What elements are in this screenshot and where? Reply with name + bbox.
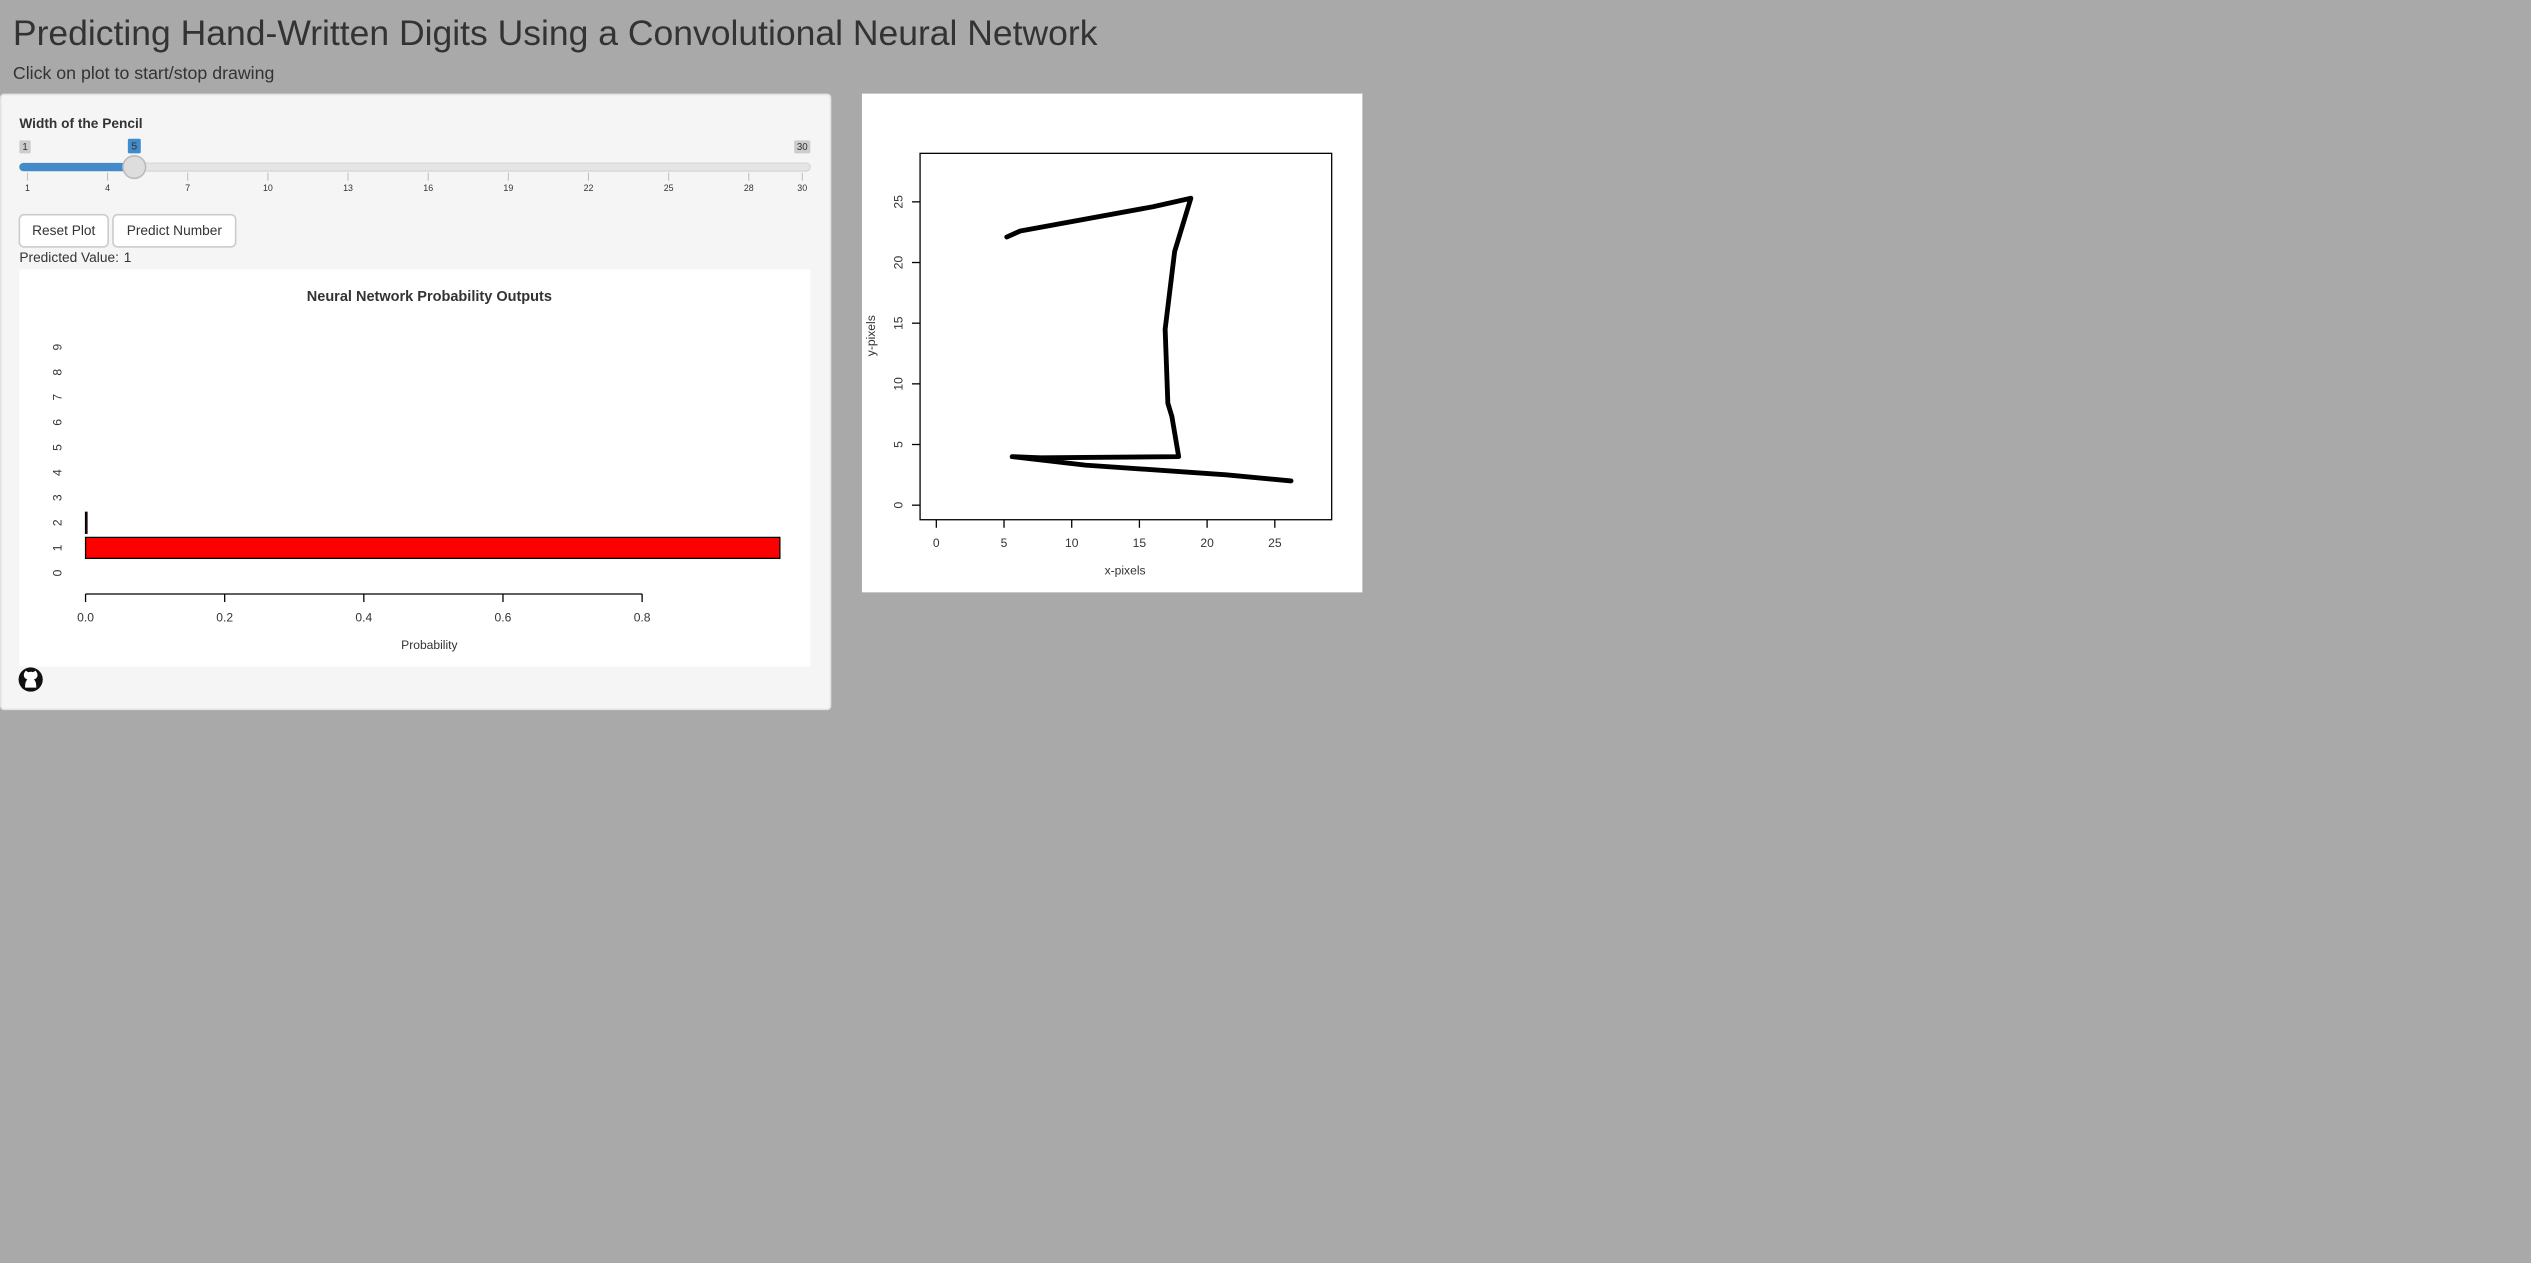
prediction-value: 1 — [124, 250, 132, 265]
slider-value-badge — [127, 138, 141, 154]
x-axis-label: x-pixels — [1105, 564, 1146, 578]
slider-tick-label: 28 — [744, 183, 754, 193]
y-tick-label: 6 — [50, 419, 64, 426]
github-icon[interactable] — [18, 667, 43, 692]
slider-tick-label: 1 — [25, 183, 30, 193]
x-tick-label: 0.6 — [495, 610, 512, 624]
y-tick-label: 9 — [50, 343, 64, 350]
slider-tick-label: 7 — [185, 183, 190, 193]
slider-handle[interactable] — [122, 154, 147, 180]
y-tick-label: 0 — [50, 569, 64, 576]
slider-tick-label: 4 — [105, 183, 110, 193]
y-tick-label: 3 — [50, 494, 64, 501]
slider-value: 5 — [131, 142, 137, 153]
slider-max: 30 — [797, 142, 808, 153]
slider-min: 1 — [22, 142, 27, 153]
x-tick-label: 0.8 — [634, 610, 651, 624]
y-tick-label: 20 — [891, 256, 905, 270]
slider-tick-label: 19 — [503, 183, 513, 193]
x-tick-label: 15 — [1133, 536, 1147, 550]
slider-tick-label: 13 — [343, 183, 353, 193]
slider-min-badge — [19, 140, 31, 154]
bar — [84, 511, 88, 534]
y-tick-label: 15 — [891, 316, 905, 330]
drawn-line — [1004, 195, 1294, 484]
bar — [84, 536, 781, 560]
slider-label: Width of the Pencil — [19, 116, 142, 131]
y-tick-label: 4 — [50, 469, 64, 476]
slider-tick-label: 10 — [263, 183, 273, 193]
prediction-label: Predicted Value: — [19, 250, 119, 265]
slider-tick-label: 25 — [664, 183, 674, 193]
page-subtitle: Click on plot to start/stop drawing — [13, 63, 274, 83]
button-label[interactable]: Reset Plot — [32, 223, 95, 238]
x-tick-label: 0.2 — [216, 610, 233, 624]
x-axis-label: Probability — [401, 638, 458, 652]
x-tick-label: 10 — [1065, 536, 1079, 550]
plot-box — [919, 152, 1333, 521]
y-tick-label: 1 — [50, 544, 64, 551]
y-tick-label: 7 — [50, 394, 64, 401]
x-tick-label: 5 — [1001, 536, 1008, 550]
slider-max-badge — [794, 140, 811, 154]
slider-fill — [19, 163, 135, 172]
y-tick-label: 25 — [891, 195, 905, 209]
x-tick-label: 0.4 — [355, 610, 372, 624]
drawing-panel — [861, 93, 1363, 593]
github-glyph[interactable] — [23, 670, 38, 688]
y-tick-label: 10 — [891, 377, 905, 391]
slider-tick-label: 30 — [797, 183, 807, 193]
y-tick-label: 5 — [891, 441, 905, 448]
chart-title: Neural Network Probability Outputs — [307, 289, 552, 305]
x-tick-label: 25 — [1268, 536, 1282, 550]
page-title: Predicting Hand-Written Digits Using a C… — [13, 13, 1098, 53]
x-tick-label: 0 — [933, 536, 940, 550]
button[interactable] — [18, 213, 109, 248]
x-tick-label: 0.0 — [77, 610, 94, 624]
slider-tick-label: 22 — [584, 183, 594, 193]
y-tick-label: 8 — [50, 369, 64, 376]
y-tick-label: 0 — [891, 502, 905, 509]
x-tick-label: 20 — [1200, 536, 1214, 550]
prediction: Predicted Value: 1 — [19, 250, 131, 265]
y-axis-label: y-pixels — [864, 315, 878, 356]
y-tick-label: 2 — [50, 519, 64, 526]
bar-chart-panel — [19, 269, 811, 667]
slider-tick-label: 16 — [423, 183, 433, 193]
y-tick-label: 5 — [50, 444, 64, 451]
button[interactable] — [112, 213, 237, 248]
button-label[interactable]: Predict Number — [127, 223, 223, 238]
